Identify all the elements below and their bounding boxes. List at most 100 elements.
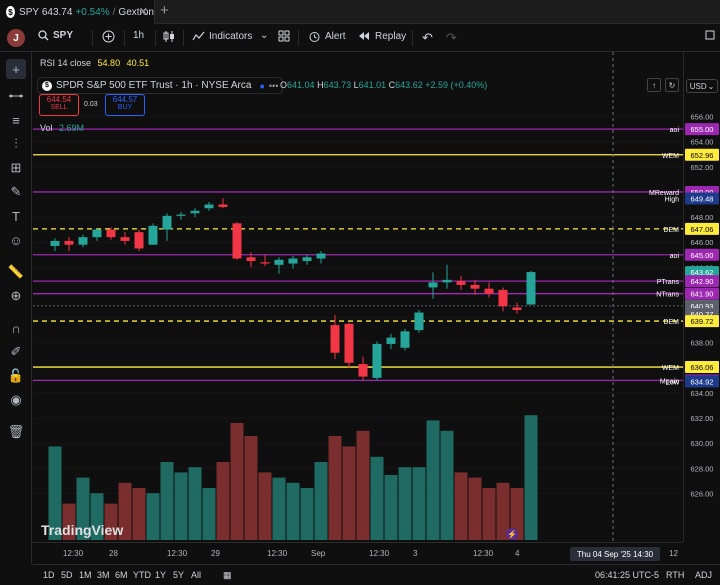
replay-button[interactable]: Replay	[358, 30, 406, 42]
price-axis[interactable]: USD⌄ 656.00 654.00 652.00 650.00 648.00 646.0…	[683, 52, 720, 542]
candle-body[interactable]	[50, 240, 60, 246]
time-tick-label: 12:30	[473, 549, 494, 558]
time-axis[interactable]: 12:30 28 12:30 29 12:30 Sep 12:30 3 12:30 4 12 Thu …	[33, 542, 683, 564]
layouts-icon[interactable]	[278, 30, 290, 42]
compare-button[interactable]	[102, 30, 115, 43]
alert-button[interactable]: Alert	[308, 30, 346, 43]
pattern-icon[interactable]: ⫶	[14, 136, 18, 151]
range-button-1d[interactable]: 1D	[43, 570, 55, 580]
candle-body[interactable]	[260, 262, 270, 264]
candle-body[interactable]	[302, 257, 312, 262]
candle-body[interactable]	[414, 312, 424, 331]
ruler-icon[interactable]: 📏	[7, 264, 25, 279]
browser-tab-bar: $ SPY 643.74 +0.54% / Gextron ✕ +	[0, 0, 720, 24]
avatar[interactable]: J	[7, 29, 25, 47]
eye-icon[interactable]: ◉	[10, 392, 22, 407]
chevron-down-icon[interactable]: ⌄	[260, 30, 269, 41]
time-tick-label: 4	[515, 549, 520, 558]
candle-body[interactable]	[526, 272, 536, 305]
chart-type-button[interactable]	[163, 30, 175, 43]
adj-toggle[interactable]: ADJ	[695, 570, 713, 580]
trash-icon[interactable]: 🗑	[7, 424, 25, 439]
candle-body[interactable]	[442, 279, 452, 283]
symbol-search-button[interactable]: SPY	[38, 30, 73, 41]
candle-body[interactable]	[162, 215, 172, 230]
volume-bar	[202, 488, 216, 540]
currency-selector[interactable]: USD ⌄	[686, 79, 718, 93]
candle-body[interactable]	[148, 225, 158, 245]
candle-body[interactable]	[484, 288, 494, 294]
candle-body[interactable]	[316, 253, 326, 259]
candle-body[interactable]	[218, 204, 228, 208]
candle-body[interactable]	[400, 331, 410, 348]
refresh-icon[interactable]: ↻	[665, 78, 679, 92]
symbol-legend[interactable]: $ SPDR S&P 500 ETF Trust · 1h · NYSE Arc…	[37, 77, 284, 94]
lightning-icon[interactable]: ⚡	[506, 528, 518, 540]
range-button-5d[interactable]: 5D	[61, 570, 73, 580]
candle-body[interactable]	[358, 364, 368, 377]
clock[interactable]: 06:41:25 UTC-5	[595, 570, 660, 580]
candle-body[interactable]	[330, 325, 340, 353]
candle-body[interactable]	[92, 229, 102, 238]
brush-icon[interactable]: ✎	[10, 184, 22, 199]
candle-body[interactable]	[120, 237, 130, 241]
candle-body[interactable]	[274, 259, 284, 265]
arrow-up-icon[interactable]: ↑	[647, 78, 661, 92]
lock-drawings-icon[interactable]: ✐	[10, 344, 22, 359]
fib-icon[interactable]: ≡	[12, 112, 20, 128]
candle-body[interactable]	[204, 204, 214, 209]
candle-body[interactable]	[498, 289, 508, 307]
candle-body[interactable]	[176, 214, 186, 216]
lock-icon[interactable]: 🔓	[7, 368, 25, 383]
emoji-icon[interactable]: ☺	[9, 232, 23, 248]
range-button-6m[interactable]: 6M	[115, 570, 128, 580]
fullscreen-icon[interactable]	[705, 30, 715, 40]
magnet-icon[interactable]: ∩	[11, 320, 21, 336]
candle-body[interactable]	[232, 223, 242, 259]
candle-body[interactable]	[470, 284, 480, 289]
range-button-3m[interactable]: 3M	[97, 570, 110, 580]
candle-body[interactable]	[134, 232, 144, 249]
buy-button[interactable]: 644.57 BUY	[105, 94, 145, 116]
price-tick-label: 632.00	[691, 414, 714, 423]
sell-button[interactable]: 644.54 SELL	[39, 94, 79, 116]
candle-body[interactable]	[372, 343, 382, 378]
candle-body[interactable]	[456, 281, 466, 285]
candle-body[interactable]	[386, 337, 396, 344]
candle-body[interactable]	[190, 210, 200, 214]
projection-icon[interactable]: ⊞	[10, 160, 22, 175]
indicators-button[interactable]: Indicators	[192, 30, 252, 42]
calendar-icon[interactable]: ▦	[223, 570, 232, 580]
session-toggle[interactable]: RTH	[666, 570, 685, 580]
zoom-in-icon[interactable]: ⊕	[10, 288, 22, 303]
crosshair-icon[interactable]: +	[6, 59, 26, 79]
browser-tab[interactable]: $ SPY 643.74 +0.54% / Gextron ✕	[0, 0, 155, 24]
trend-line-icon[interactable]	[6, 86, 26, 106]
candle-body[interactable]	[246, 257, 256, 262]
price-badge-label: 649.48	[691, 194, 714, 203]
interval-button[interactable]: 1h	[133, 30, 144, 41]
close-tab-icon[interactable]: ✕	[138, 6, 148, 18]
candle-body[interactable]	[512, 307, 522, 311]
candle-body[interactable]	[344, 323, 354, 363]
range-button-1m[interactable]: 1M	[79, 570, 92, 580]
time-tick-label: 12:30	[63, 549, 84, 558]
candle-body[interactable]	[78, 237, 88, 245]
candle-body[interactable]	[428, 282, 438, 288]
candle-body[interactable]	[106, 229, 116, 238]
new-tab-icon[interactable]: +	[160, 2, 169, 19]
range-button-1y[interactable]: 1Y	[155, 570, 167, 580]
range-button-all[interactable]: All	[191, 570, 202, 580]
range-button-ytd[interactable]: YTD	[133, 570, 151, 580]
more-icon[interactable]: •••	[268, 80, 279, 91]
candle-body[interactable]	[64, 240, 74, 245]
text-icon[interactable]: T	[12, 208, 20, 224]
chart-pane[interactable]: aoi WEM MReward High DEM aoi PTrans NTrans DEM WE…	[33, 52, 683, 542]
redo-icon[interactable]: ↷	[446, 30, 457, 45]
price-badge	[685, 192, 719, 205]
undo-icon[interactable]: ↶	[422, 30, 433, 45]
range-button-5y[interactable]: 5Y	[173, 570, 185, 580]
candle-body[interactable]	[288, 258, 298, 264]
price-badge	[685, 148, 719, 161]
